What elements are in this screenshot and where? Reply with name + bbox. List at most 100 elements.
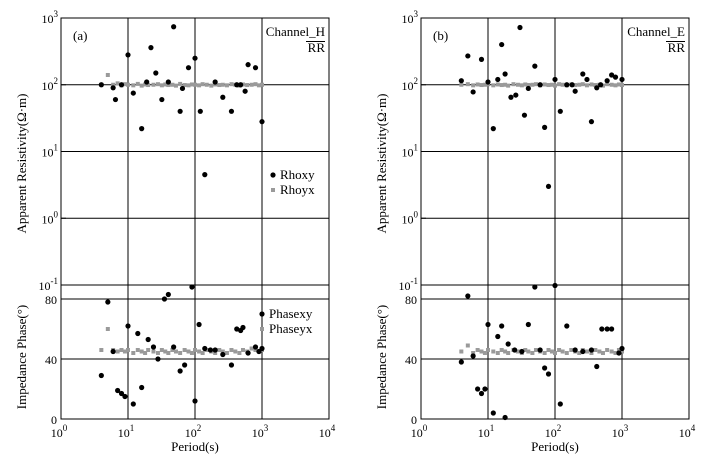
x-tick-base: 10 (411, 426, 423, 440)
panel-a: 100 101 102 103 104Period(s)10-1100101102103… (14, 9, 336, 454)
y-axis-label-phase: Impedance Phase(°) (374, 305, 389, 409)
y-tick-label: 100 (42, 209, 59, 226)
data-point-phasexy (161, 296, 168, 302)
data-point-phaseyx (471, 351, 476, 355)
data-point-rhoyx (549, 82, 554, 87)
data-point-rhoyx (503, 82, 508, 87)
y-tick-exponent: 3 (54, 9, 59, 19)
data-point-phaseyx (213, 351, 218, 355)
data-point-phasexy (196, 321, 202, 328)
data-point-rhoxy (569, 82, 575, 88)
data-point-phaseyx (193, 348, 197, 352)
data-point-rhoyx (475, 82, 480, 87)
data-point-phasexy (542, 365, 548, 371)
y-tick-label: 0 (411, 413, 417, 427)
x-tick-label: 104 (319, 423, 336, 440)
y-tick-label: 0 (51, 413, 57, 427)
data-point-rhoxy (98, 82, 104, 88)
data-point-phaseyx (530, 351, 535, 355)
data-point-phasexy (580, 348, 586, 355)
data-point-phasexy (525, 321, 531, 328)
data-point-phaseyx (122, 349, 127, 354)
x-tick-base: 10 (51, 426, 63, 440)
data-point-phasexy (150, 344, 157, 350)
data-point-rhoxy (458, 78, 464, 84)
data-point-rhoyx (580, 82, 585, 87)
data-point-rhoxy (470, 89, 476, 95)
x-tick-label: 101 (118, 423, 135, 440)
data-point-phaseyx (99, 348, 104, 352)
legend-marker-phasexy (259, 311, 265, 317)
data-point-phaseyx (620, 349, 624, 354)
data-point-phaseyx (503, 349, 508, 354)
data-point-phasexy (599, 326, 605, 332)
y-tick-base: 10 (39, 279, 51, 293)
data-point-rhoxy (495, 76, 501, 83)
data-point-rhoyx (589, 82, 594, 87)
data-point-phaseyx (139, 349, 144, 354)
panel-label: (b) (433, 28, 448, 43)
data-point-rhoxy (499, 41, 505, 48)
x-tick-exponent: 4 (691, 423, 696, 433)
data-point-rhoxy (177, 108, 183, 114)
data-point-rhoxy (465, 53, 471, 59)
data-point-rhoyx (482, 82, 487, 87)
data-point-phaseyx (200, 351, 205, 355)
data-point-phaseyx (178, 351, 183, 355)
data-point-phasexy (495, 333, 501, 340)
y-tick-exponent: 0 (414, 209, 419, 219)
x-tick-base: 10 (252, 426, 264, 440)
y-tick-base: 10 (42, 79, 54, 93)
data-point-rhoxy (259, 119, 265, 125)
data-point-rhoyx (253, 82, 258, 87)
y-axis-label-resistivity: Apparent Resistivity(Ω·m) (14, 94, 29, 234)
x-tick-label: 100 (51, 423, 68, 440)
data-point-phasexy (502, 414, 508, 421)
data-point-phaseyx (593, 348, 598, 352)
data-point-phaseyx (253, 348, 258, 352)
x-tick-exponent: 4 (331, 423, 336, 433)
data-point-rhoyx (491, 83, 496, 88)
data-point-phaseyx (506, 351, 511, 355)
x-tick-base: 10 (545, 426, 557, 440)
legend-marker-rhoxy (270, 172, 276, 178)
x-tick-label: 103 (252, 423, 269, 440)
y-tick-label: 101 (42, 143, 59, 160)
legend-marker-rhoyx (271, 188, 275, 192)
data-point-rhoyx (245, 83, 250, 88)
data-point-phasexy (259, 345, 265, 352)
data-point-rhoyx (131, 83, 136, 88)
data-point-phasexy (105, 299, 111, 305)
data-point-rhoyx (471, 83, 476, 88)
data-point-rhoyx (526, 83, 531, 88)
data-point-rhoxy (228, 108, 235, 114)
data-point-rhoyx (515, 82, 520, 87)
x-tick-base: 10 (679, 426, 691, 440)
data-point-rhoyx (163, 82, 168, 87)
data-point-phaseyx (549, 349, 554, 354)
data-point-rhoxy (110, 85, 116, 91)
x-tick-label: 103 (612, 423, 629, 440)
data-point-rhoxy (165, 79, 171, 85)
data-point-phaseyx (155, 351, 160, 355)
data-point-phasexy (202, 345, 208, 352)
data-point-rhoxy (485, 79, 491, 85)
x-tick-label: 100 (411, 423, 428, 440)
data-point-phaseyx (523, 348, 528, 352)
data-point-phasexy (458, 359, 464, 365)
data-point-rhoyx (200, 82, 205, 87)
data-point-rhoyx (553, 83, 557, 88)
x-tick-exponent: 3 (264, 423, 269, 433)
y-tick-base: 10 (402, 146, 414, 160)
data-point-rhoxy (192, 55, 198, 61)
x-tick-exponent: 2 (197, 423, 202, 433)
data-point-phaseyx (459, 349, 464, 354)
data-point-rhoxy (171, 24, 177, 30)
data-point-rhoyx (111, 82, 116, 87)
data-point-phasexy (482, 386, 488, 392)
data-point-phasexy (537, 347, 543, 353)
data-point-phaseyx (605, 348, 610, 352)
data-point-rhoyx (122, 82, 127, 87)
data-point-rhoxy (572, 88, 578, 94)
